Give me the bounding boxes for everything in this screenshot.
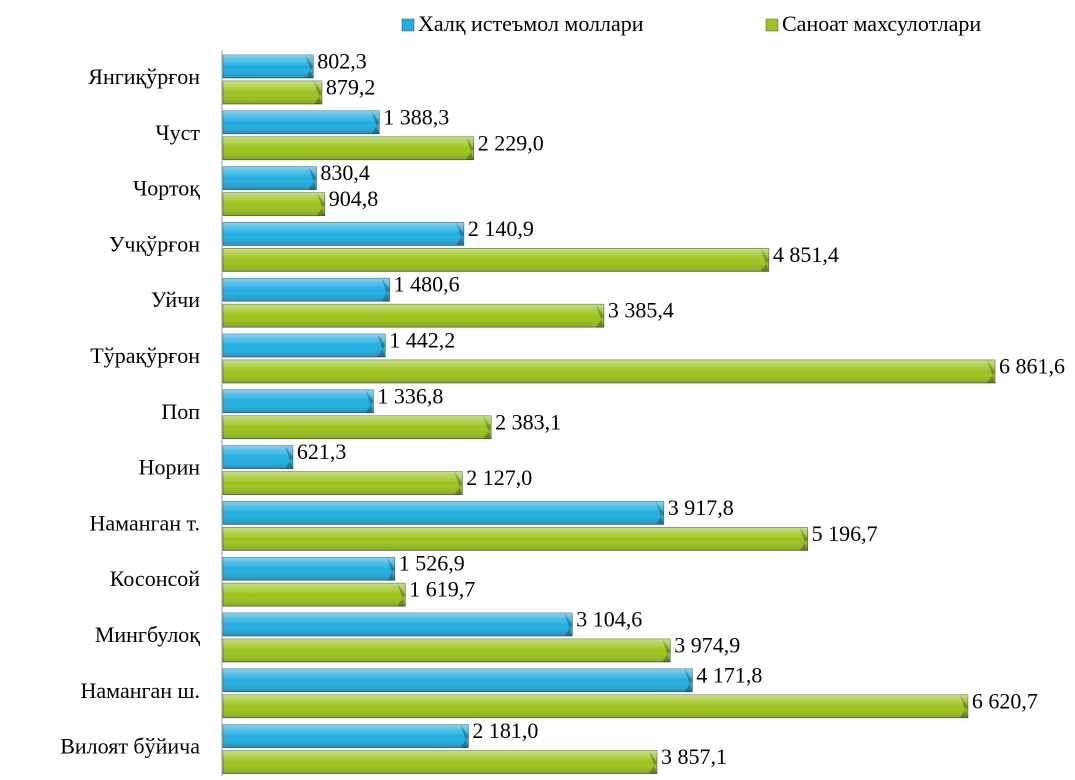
bar-cap bbox=[284, 445, 293, 469]
value-label: 904,8 bbox=[329, 186, 379, 211]
bar-cap bbox=[564, 613, 573, 636]
bar bbox=[222, 389, 374, 414]
category-label: Уйчи bbox=[151, 287, 200, 312]
bar bbox=[222, 54, 314, 79]
value-label: 3 385,4 bbox=[608, 298, 674, 323]
value-label: 2 127,0 bbox=[466, 465, 532, 490]
value-label: 3 857,1 bbox=[661, 744, 727, 769]
category-label: Учқўрғон bbox=[109, 231, 200, 256]
bar-cap bbox=[316, 192, 325, 216]
bar bbox=[222, 303, 605, 328]
bar bbox=[222, 166, 317, 190]
bar bbox=[222, 638, 671, 663]
value-label: 4 851,4 bbox=[773, 242, 839, 267]
bar bbox=[222, 333, 386, 358]
category-label: Наманган т. bbox=[90, 510, 200, 535]
bar bbox=[222, 471, 463, 495]
bar bbox=[222, 136, 475, 161]
bar-cap bbox=[365, 389, 374, 413]
bar bbox=[222, 724, 469, 748]
value-label: 621,3 bbox=[297, 439, 347, 464]
legend-swatch bbox=[765, 18, 779, 32]
bar-cap bbox=[595, 304, 604, 328]
bar bbox=[222, 668, 693, 693]
bar bbox=[222, 556, 396, 581]
bar bbox=[222, 192, 326, 216]
bar bbox=[222, 527, 808, 551]
bar bbox=[222, 359, 996, 384]
bar-cap bbox=[460, 724, 469, 748]
value-label: 1 619,7 bbox=[409, 577, 475, 602]
bar-cap bbox=[454, 471, 463, 495]
category-label: Вилоят бўйича bbox=[60, 734, 200, 759]
bar-cap bbox=[483, 415, 492, 439]
value-label: 6 620,7 bbox=[972, 688, 1038, 713]
bar bbox=[222, 694, 969, 719]
bar bbox=[222, 750, 658, 774]
bar bbox=[222, 415, 492, 440]
bar bbox=[222, 222, 465, 246]
value-label: 3 104,6 bbox=[576, 607, 642, 632]
category-label: Тўрақўрғон bbox=[90, 343, 200, 368]
bar-cap bbox=[371, 110, 380, 134]
bar-cap bbox=[799, 527, 808, 551]
category-label: Наманган ш. bbox=[81, 678, 200, 703]
bar-cap bbox=[305, 55, 314, 78]
bar-cap bbox=[959, 694, 968, 718]
bar bbox=[222, 582, 406, 607]
bar-cap bbox=[662, 639, 671, 662]
category-label: Чортоқ bbox=[133, 176, 200, 201]
bar-cap bbox=[313, 81, 322, 104]
value-label: 1 442,2 bbox=[389, 328, 455, 353]
legend-label: Саноат махсулотлари bbox=[782, 11, 981, 36]
bar bbox=[222, 612, 573, 637]
category-label: Норин bbox=[139, 455, 201, 480]
value-label: 830,4 bbox=[320, 160, 370, 185]
category-label: Косонсой bbox=[110, 566, 200, 591]
category-label: Чуст bbox=[155, 120, 200, 145]
value-label: 1 526,9 bbox=[399, 551, 465, 576]
bar-cap bbox=[684, 668, 693, 692]
bar-cap bbox=[465, 136, 474, 160]
value-label: 1 480,6 bbox=[394, 272, 460, 297]
bar bbox=[222, 110, 380, 135]
bar bbox=[222, 248, 770, 272]
bar-cap bbox=[386, 557, 395, 581]
value-label: 2 229,0 bbox=[478, 130, 544, 155]
value-label: 879,2 bbox=[326, 75, 376, 100]
bar bbox=[222, 277, 390, 302]
category-label: Поп bbox=[161, 399, 200, 424]
value-label: 3 974,9 bbox=[674, 633, 740, 658]
bar-cap bbox=[455, 222, 464, 246]
value-label: 2 140,9 bbox=[468, 216, 534, 241]
bar bbox=[222, 501, 665, 525]
value-label: 2 181,0 bbox=[472, 718, 538, 743]
bar-cap bbox=[308, 166, 317, 190]
bar-cap bbox=[987, 360, 995, 383]
value-label: 1 336,8 bbox=[377, 383, 443, 408]
bar-cap bbox=[655, 501, 664, 525]
bar-cap bbox=[760, 248, 769, 272]
value-label: 3 917,8 bbox=[668, 495, 734, 520]
value-label: 5 196,7 bbox=[812, 521, 878, 546]
category-label: Мингбулоқ bbox=[95, 622, 200, 647]
category-label: Янгиқўрғон bbox=[88, 64, 200, 89]
legend-label: Халқ истеъмол моллари bbox=[418, 11, 644, 36]
value-label: 6 861,6 bbox=[999, 354, 1065, 379]
bar-cap bbox=[648, 750, 657, 774]
bar bbox=[222, 80, 323, 105]
legend-swatch bbox=[401, 18, 415, 32]
value-label: 802,3 bbox=[317, 49, 367, 74]
bar bbox=[222, 445, 294, 469]
value-label: 4 171,8 bbox=[696, 662, 762, 687]
bar-cap bbox=[377, 334, 386, 357]
bar-cap bbox=[397, 583, 406, 607]
value-label: 1 388,3 bbox=[383, 104, 449, 129]
bar-cap bbox=[381, 278, 390, 302]
value-label: 2 383,1 bbox=[495, 409, 561, 434]
